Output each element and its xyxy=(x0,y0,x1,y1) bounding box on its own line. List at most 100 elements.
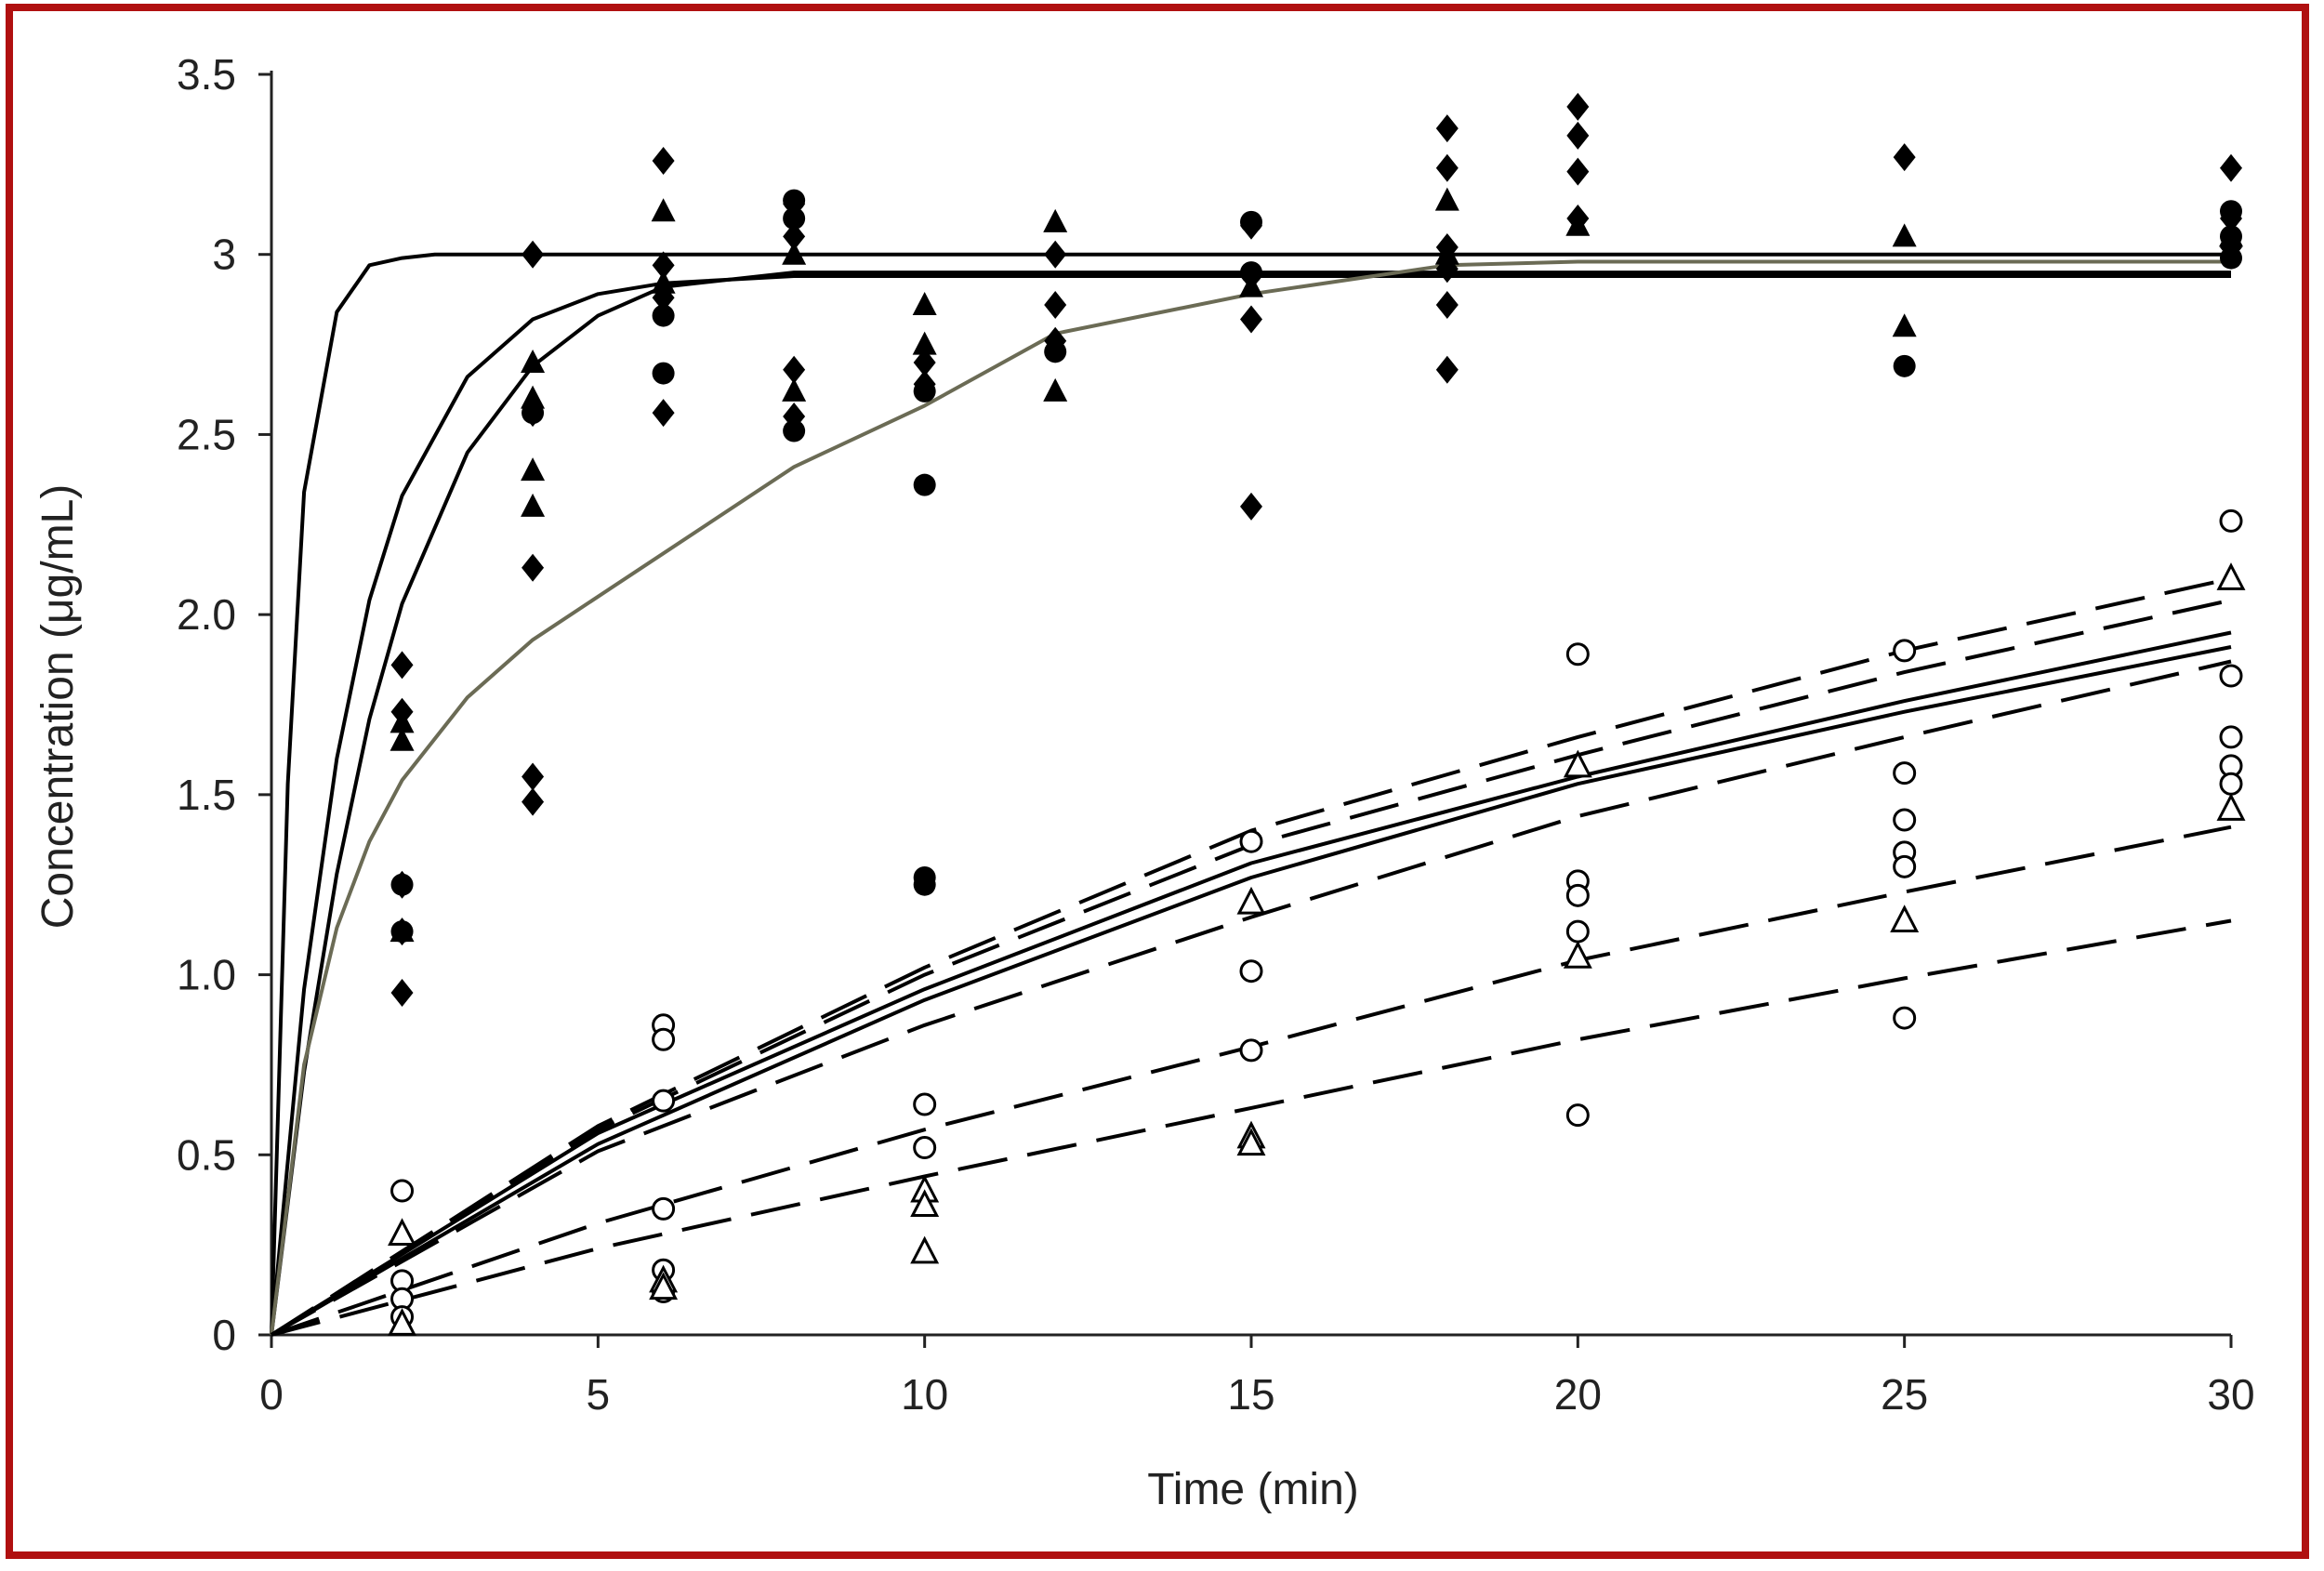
filled-diamond-marker xyxy=(783,355,806,384)
filled-diamond-marker xyxy=(1566,92,1590,121)
filled-diamond-marker xyxy=(390,978,414,1007)
filled-diamond-marker xyxy=(1566,121,1590,150)
fitted-curve-solid xyxy=(270,274,2231,1336)
y-tick-label: 0 xyxy=(212,1311,236,1359)
filled-triangle-marker xyxy=(521,349,546,373)
filled-diamond-marker xyxy=(652,251,675,280)
y-tick-label: 2.0 xyxy=(177,590,236,639)
filled-diamond-marker xyxy=(652,146,675,175)
filled-diamond-marker xyxy=(390,651,414,680)
open-circle-marker xyxy=(1239,829,1263,853)
filled-circle-marker xyxy=(652,304,675,327)
open-circle-marker xyxy=(652,1027,676,1051)
open-circle-marker xyxy=(1565,883,1590,907)
filled-diamond-marker xyxy=(1240,492,1262,521)
open-circle-marker xyxy=(1893,761,1917,786)
filled-circle-marker xyxy=(2220,246,2242,270)
x-tick-label: 30 xyxy=(2207,1370,2254,1419)
filled-triangle-marker xyxy=(1043,377,1068,402)
filled-triangle-marker xyxy=(2219,223,2243,247)
filled-circle-marker xyxy=(783,206,806,230)
open-circle-marker xyxy=(1565,642,1590,667)
filled-diamond-marker xyxy=(913,348,936,376)
filled-diamond-marker xyxy=(522,762,545,791)
filled-triangle-marker xyxy=(1043,208,1068,232)
open-triangle-marker xyxy=(388,1308,417,1336)
filled-circle-marker xyxy=(390,873,414,896)
open-triangle-marker xyxy=(1890,904,1920,932)
y-tick-label: 0.5 xyxy=(177,1130,236,1179)
open-circle-marker xyxy=(2219,725,2243,749)
filled-circle-marker xyxy=(652,362,675,385)
fitted-curve-dashed xyxy=(271,918,2232,1337)
open-circle-marker xyxy=(1893,639,1917,663)
filled-circle-marker xyxy=(1893,354,1916,377)
filled-triangle-marker xyxy=(651,270,676,294)
filled-diamond-marker xyxy=(652,399,675,428)
fitted-curve-solid xyxy=(270,271,2231,1336)
open-triangle-marker xyxy=(2216,793,2246,821)
x-tick-label: 20 xyxy=(1554,1370,1602,1419)
open-circle-marker xyxy=(1893,808,1917,832)
filled-diamond-marker xyxy=(783,222,806,251)
filled-triangle-marker xyxy=(1434,241,1459,265)
filled-triangle-marker xyxy=(521,457,546,482)
open-circle-marker xyxy=(1565,1103,1590,1128)
open-triangle-marker xyxy=(1236,886,1266,915)
filled-triangle-marker xyxy=(1892,223,1917,247)
open-circle-marker xyxy=(2219,508,2243,533)
open-circle-marker xyxy=(652,1089,676,1113)
y-axis-title: Concentration (μg/mL) xyxy=(33,484,83,930)
open-circle-marker xyxy=(913,1136,937,1160)
filled-triangle-marker xyxy=(651,198,676,222)
open-circle-marker xyxy=(652,1196,676,1221)
filled-diamond-marker xyxy=(1435,153,1459,182)
fitted-curve-dashed xyxy=(271,659,2232,1337)
open-triangle-marker xyxy=(388,1218,417,1247)
x-tick-label: 25 xyxy=(1881,1370,1928,1419)
filled-circle-marker xyxy=(783,189,806,212)
filled-triangle-marker xyxy=(1239,273,1263,297)
filled-diamond-marker xyxy=(1893,143,1916,172)
filled-diamond-marker xyxy=(1435,355,1459,384)
filled-circle-marker xyxy=(1240,261,1262,284)
filled-circle-marker xyxy=(783,419,806,442)
y-tick-label: 2.5 xyxy=(177,410,236,458)
filled-triangle-marker xyxy=(521,385,546,409)
filled-diamond-marker xyxy=(522,240,545,269)
open-circle-marker xyxy=(2219,664,2243,688)
filled-triangle-marker xyxy=(390,918,415,943)
y-tick-label: 3.5 xyxy=(177,50,236,99)
filled-circle-marker xyxy=(913,473,936,496)
filled-triangle-marker xyxy=(912,291,937,315)
filled-triangle-marker xyxy=(1892,313,1917,337)
open-circle-marker xyxy=(1893,854,1917,878)
filled-triangle-marker xyxy=(1434,187,1459,211)
open-triangle-marker xyxy=(2216,562,2246,590)
y-tick-label: 1.5 xyxy=(177,771,236,819)
filled-diamond-marker xyxy=(1240,305,1262,334)
filled-diamond-marker xyxy=(1435,290,1459,319)
filled-circle-marker xyxy=(913,379,936,403)
filled-diamond-marker xyxy=(522,787,545,816)
filled-diamond-marker xyxy=(1435,114,1459,143)
filled-triangle-marker xyxy=(521,493,546,517)
x-tick-label: 10 xyxy=(901,1370,948,1419)
open-triangle-marker xyxy=(649,1272,679,1300)
filled-diamond-marker xyxy=(1566,157,1590,186)
open-circle-marker xyxy=(913,1092,937,1116)
open-circle-marker xyxy=(2219,772,2243,796)
open-circle-marker xyxy=(1239,1038,1263,1063)
filled-diamond-marker xyxy=(1044,290,1067,319)
frame-border xyxy=(6,4,2309,1559)
x-tick-label: 0 xyxy=(259,1370,284,1419)
filled-triangle-marker xyxy=(390,709,415,733)
open-circle-marker xyxy=(1893,1006,1917,1030)
filled-diamond-marker xyxy=(1044,240,1067,269)
x-axis-title: Time (min) xyxy=(1147,1465,1359,1514)
fitted-curve-solid xyxy=(270,259,2231,1336)
open-triangle-marker xyxy=(1563,749,1592,778)
open-triangle-marker xyxy=(1236,1128,1266,1156)
axes: 0 0.5 1.0 1.5 2.0 2.5 3 3.5 0 5 10 15 20 25 30 xyxy=(177,50,2255,1419)
